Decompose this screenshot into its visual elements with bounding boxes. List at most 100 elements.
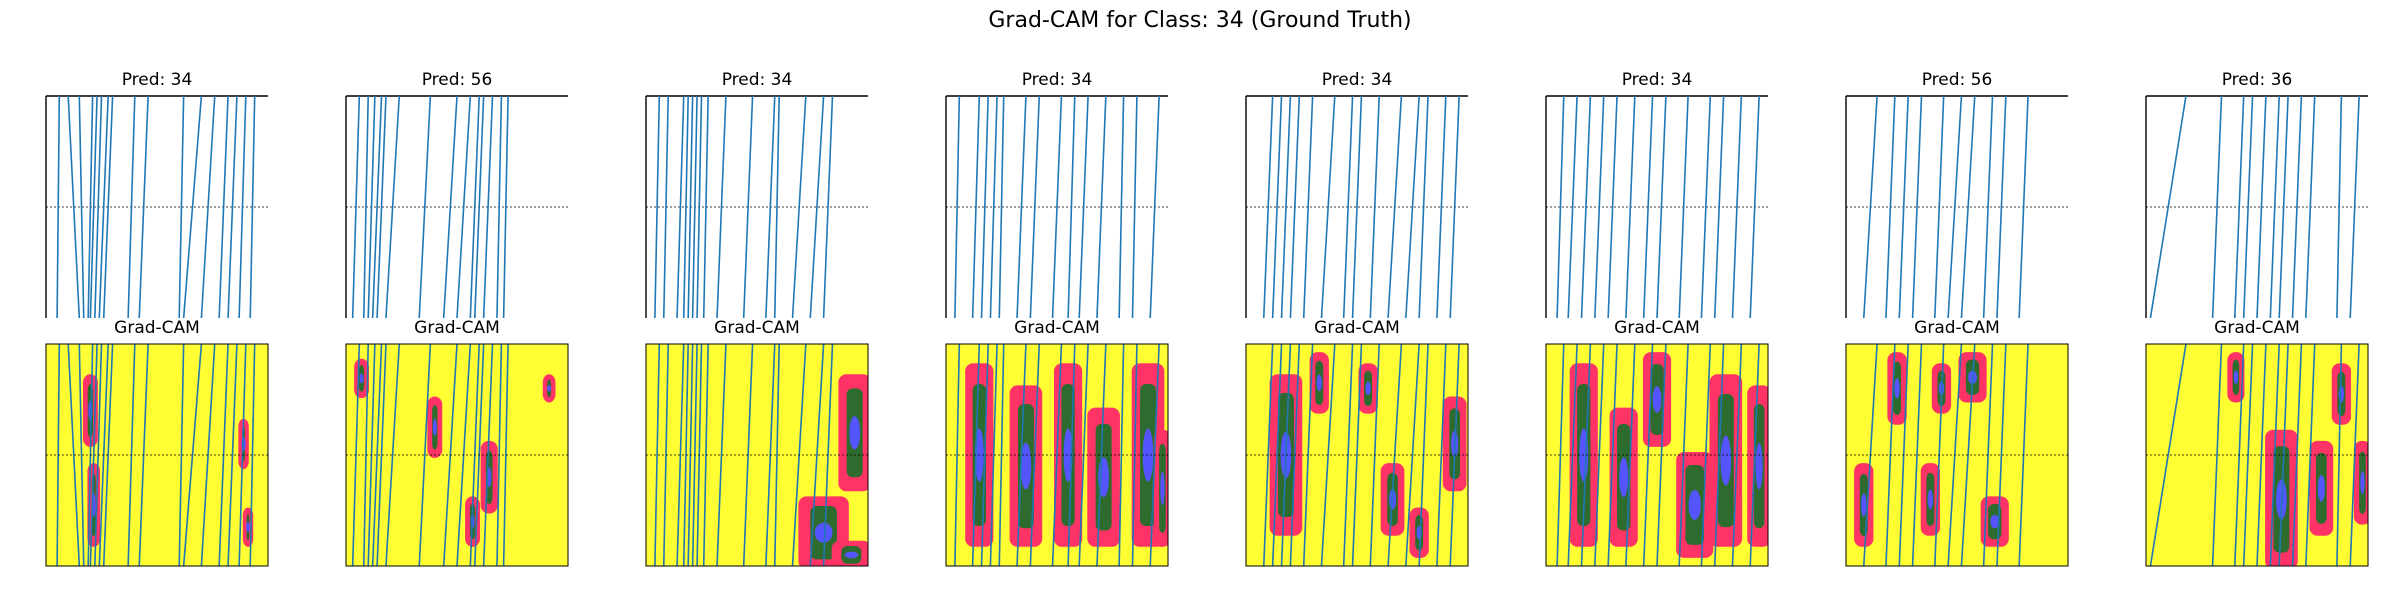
- heatmap-trace: [998, 344, 1005, 566]
- heatmap-trace: [676, 344, 685, 566]
- signal-trace: [200, 95, 216, 319]
- gradcam-heatmap: [2146, 344, 2368, 566]
- signal-trace: [89, 95, 98, 319]
- hotspot-blue: [1652, 386, 1662, 413]
- signal-trace: [1096, 95, 1107, 319]
- heatmap-trace: [1960, 344, 1976, 566]
- heatmap-trace: [1342, 344, 1354, 566]
- signal-trace: [2149, 95, 2187, 319]
- signal-trace: [1067, 95, 1076, 319]
- gradcam-heatmap: [346, 344, 568, 566]
- signal-trace: [2234, 95, 2245, 319]
- hotspot-blue: [1720, 435, 1732, 486]
- panel-gradcam-title: Grad-CAM: [714, 318, 800, 338]
- signal-trace: [371, 95, 383, 319]
- signal-trace: [1387, 95, 1403, 319]
- signal-trace: [1713, 95, 1725, 319]
- heatmap-trace: [1405, 344, 1420, 566]
- signal-trace: [676, 95, 685, 319]
- heatmap-trace: [502, 344, 509, 566]
- panel-pred-title: Pred: 56: [1921, 70, 1993, 90]
- signal-trace: [1656, 95, 1667, 319]
- signal-trace: [1280, 95, 1292, 319]
- heatmap-trace: [702, 344, 709, 566]
- heatmap-trace: [376, 344, 387, 566]
- signal-trace: [662, 95, 669, 319]
- signal-trace: [1418, 95, 1429, 319]
- signal-trace: [102, 95, 114, 319]
- signal-trace: [1029, 95, 1041, 319]
- hotspot-blue: [1688, 489, 1701, 520]
- heatmap-trace: [1911, 344, 1923, 566]
- heatmap-frame: [945, 343, 1169, 567]
- signal-trace: [1556, 95, 1565, 319]
- hotspot-blue: [2317, 474, 2325, 502]
- heatmap-frame: [45, 343, 269, 567]
- heatmap-trace: [2291, 344, 2303, 566]
- signal-trace: [482, 95, 494, 319]
- heatmap-trace: [954, 344, 961, 566]
- heatmap-trace: [227, 344, 238, 566]
- signal-trace: [1607, 95, 1618, 319]
- gradcam-heatmap: [646, 344, 868, 566]
- signal-trace: [1320, 95, 1336, 319]
- heatmap-trace: [809, 344, 825, 566]
- signal-trace: [2349, 95, 2360, 319]
- heatmap-frame: [345, 343, 569, 567]
- signal-trace: [696, 95, 703, 319]
- heatmap-trace: [249, 344, 256, 566]
- signal-trace: [2269, 95, 2280, 319]
- heatmap-trace: [182, 344, 203, 566]
- signal-trace: [456, 95, 472, 319]
- heatmap-frame: [1545, 343, 1769, 567]
- signal-trace: [351, 95, 361, 319]
- signal-trace: [742, 95, 754, 319]
- signal-trace: [773, 95, 780, 319]
- signal-trace: [1342, 95, 1354, 319]
- heatmap-trace: [716, 344, 727, 566]
- heatmap-trace: [1580, 344, 1592, 566]
- signal-trace: [1862, 95, 1878, 319]
- hotspot-blue: [1927, 489, 1934, 510]
- hotspot-blue: [359, 373, 364, 384]
- hotspot-blue: [547, 385, 552, 392]
- panel-pred-title: Pred: 34: [1621, 70, 1693, 90]
- panel-gradcam-title: Grad-CAM: [1614, 318, 1700, 338]
- gradcam-heatmap: [1546, 344, 1768, 566]
- heatmap-trace: [682, 344, 689, 566]
- signal-trace: [385, 95, 401, 319]
- heatmap-trace: [362, 344, 369, 566]
- signal-trace: [1131, 95, 1138, 319]
- signal-trace: [376, 95, 387, 319]
- signal-trace: [1271, 95, 1283, 319]
- signal-trace: [1405, 95, 1420, 319]
- signal-trace: [822, 95, 834, 319]
- signal-trace: [1898, 95, 1909, 319]
- signal-trace: [218, 95, 229, 319]
- signal-trace: [2018, 95, 2029, 319]
- signal-trace: [1149, 95, 1160, 319]
- heatmap-trace: [2242, 344, 2254, 566]
- signal-trace: [1289, 95, 1301, 319]
- signal-trace: [1078, 95, 1089, 319]
- signal-trace: [502, 95, 509, 319]
- signal-trace: [127, 95, 136, 319]
- signal-trace: [1911, 95, 1923, 319]
- signal-trace: [473, 95, 485, 319]
- signal-trace: [1700, 95, 1712, 319]
- heatmap-trace: [2211, 344, 2223, 566]
- signal-trace: [1302, 95, 1314, 319]
- signal-trace: [954, 95, 961, 319]
- signal-trace: [1369, 95, 1380, 319]
- heatmap-frame: [645, 343, 869, 567]
- gradcam-heatmap: [946, 344, 1168, 566]
- heatmap-trace: [78, 344, 85, 566]
- heatmap-trace: [178, 344, 185, 566]
- heatmap-trace: [200, 344, 216, 566]
- signal-trace: [765, 95, 776, 319]
- signal-trace: [1947, 95, 1963, 319]
- heatmap-trace: [989, 344, 998, 566]
- heatmap-trace: [1262, 344, 1274, 566]
